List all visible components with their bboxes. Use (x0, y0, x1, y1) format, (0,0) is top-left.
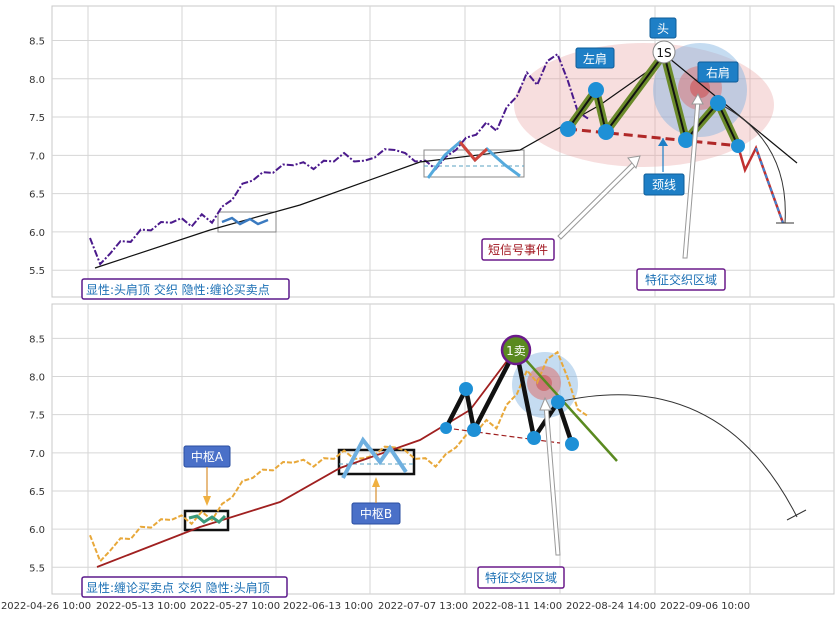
left-shoulder-label-box: 左肩 (575, 47, 615, 69)
hs-points (560, 82, 745, 153)
top-feature-zone-callout: 特征交织区域 (636, 92, 726, 291)
head-label-box: 头 (649, 17, 677, 39)
y-tick-label: 7.5 (29, 113, 45, 124)
hs-point (560, 121, 576, 137)
neckline-dashed (567, 127, 741, 148)
sell-point (565, 437, 579, 451)
sell-glow-core (536, 375, 552, 391)
x-tick-label: 2022-08-24 14:00 (566, 601, 656, 612)
breakdown-path (736, 144, 785, 224)
hs-point (731, 139, 745, 153)
x-tick-label: 2022-07-07 13:00 (378, 601, 468, 612)
pivot-a-zigzag (188, 514, 227, 524)
sell-point (467, 423, 481, 437)
left-shoulder-label: 左肩 (583, 51, 607, 66)
pivot-a-label-box: 中枢A (183, 445, 231, 506)
x-tick-label: 2022-04-26 10:00 (1, 601, 91, 612)
bottom-caption: 显性:缠论买卖点 交织 隐性:头肩顶 (86, 580, 270, 595)
top-pivot-box-1 (217, 211, 277, 233)
y-tick-label: 6.5 (29, 190, 45, 201)
projection-arc (717, 102, 786, 224)
head-glow-core (690, 78, 710, 98)
head-marker-circle (652, 40, 676, 64)
head-marker-label: 1S (656, 46, 671, 60)
breakdown-dashed (755, 147, 784, 224)
y-tick-label: 6.0 (29, 228, 45, 239)
sell-point (459, 382, 473, 396)
bottom-neckline (445, 427, 561, 444)
top-caption: 显性:头肩顶 交织 隐性:缠论买卖点 (86, 282, 270, 297)
right-shoulder-label-box: 右肩 (697, 61, 739, 83)
bottom-projection-arc (557, 394, 798, 518)
x-tick-label: 2022-05-13 10:00 (96, 601, 186, 612)
bottom-grid (52, 304, 834, 594)
hs-point (710, 95, 726, 111)
y-tick-label: 8.0 (29, 373, 45, 384)
top-panel-frame (51, 5, 835, 298)
y-tick-label: 6.5 (29, 487, 45, 498)
short-signal-label: 短信号事件 (488, 243, 548, 257)
y-tick-label: 8.5 (29, 36, 45, 47)
right-trend-line (663, 53, 798, 164)
sell-green-line (515, 348, 618, 462)
hs-point (588, 82, 604, 98)
right-shoulder-label: 右肩 (706, 65, 730, 80)
pivot-a-box (183, 509, 230, 532)
pivot-a-label: 中枢A (191, 449, 224, 464)
sell-point (440, 422, 452, 434)
bottom-price-line (89, 350, 589, 564)
bottom-points (440, 382, 579, 451)
top-y-ticks: 5.5 6.0 6.5 7.0 7.5 8.0 8.5 (29, 36, 45, 277)
y-tick-label: 7.0 (29, 151, 45, 162)
bottom-trend-line (96, 348, 517, 568)
hs-point (678, 132, 694, 148)
bottom-y-ticks: 5.5 6.0 6.5 7.0 7.5 8.0 8.5 (29, 334, 45, 574)
neckline-label-box: 颈线 (643, 138, 685, 196)
bottom-feature-zone-label: 特征交织区域 (485, 570, 557, 585)
y-tick-label: 6.0 (29, 525, 45, 536)
x-tick-label: 2022-09-06 10:00 (660, 601, 750, 612)
head-label: 头 (657, 22, 669, 36)
y-tick-label: 8.0 (29, 75, 45, 86)
sell-marker-label: 1卖 (506, 344, 526, 358)
hs-point (598, 124, 614, 140)
y-tick-label: 7.0 (29, 449, 45, 460)
y-tick-label: 5.5 (29, 266, 45, 277)
neckline-label: 颈线 (652, 178, 676, 192)
top-caption-box: 显性:头肩顶 交织 隐性:缠论买卖点 (81, 278, 290, 300)
x-tick-label: 2022-05-27 10:00 (190, 601, 280, 612)
pivot-b-label-box: 中枢B (351, 477, 401, 525)
y-tick-label: 5.5 (29, 563, 45, 574)
pivot-b-zigzag (341, 436, 408, 479)
bottom-caption-box: 显性:缠论买卖点 交织 隐性:头肩顶 (81, 576, 288, 598)
x-tick-label: 2022-06-13 10:00 (283, 601, 373, 612)
top-feature-zone-label: 特征交织区域 (645, 272, 717, 287)
short-signal-callout: 短信号事件 (481, 155, 641, 261)
pivot-b-label: 中枢B (360, 506, 392, 521)
bottom-panel-frame (51, 303, 835, 595)
y-tick-label: 8.5 (29, 334, 45, 345)
sell-point (527, 431, 541, 445)
top-pivot-box-2 (423, 149, 525, 178)
pivot-b-box (337, 448, 416, 476)
top-pivot-zigzag-1 (221, 216, 269, 226)
sell-marker: 1卖 (500, 334, 532, 366)
top-price-line (89, 52, 589, 266)
bottom-feature-zone-callout: 特征交织区域 (477, 396, 565, 589)
x-tick-label: 2022-08-11 14:00 (472, 601, 562, 612)
x-ticks: 2022-04-26 10:00 2022-05-13 10:00 2022-05-… (1, 601, 750, 612)
sell-point (551, 395, 565, 409)
top-pivot-zigzag-2b (458, 141, 489, 163)
y-tick-label: 7.5 (29, 411, 45, 422)
